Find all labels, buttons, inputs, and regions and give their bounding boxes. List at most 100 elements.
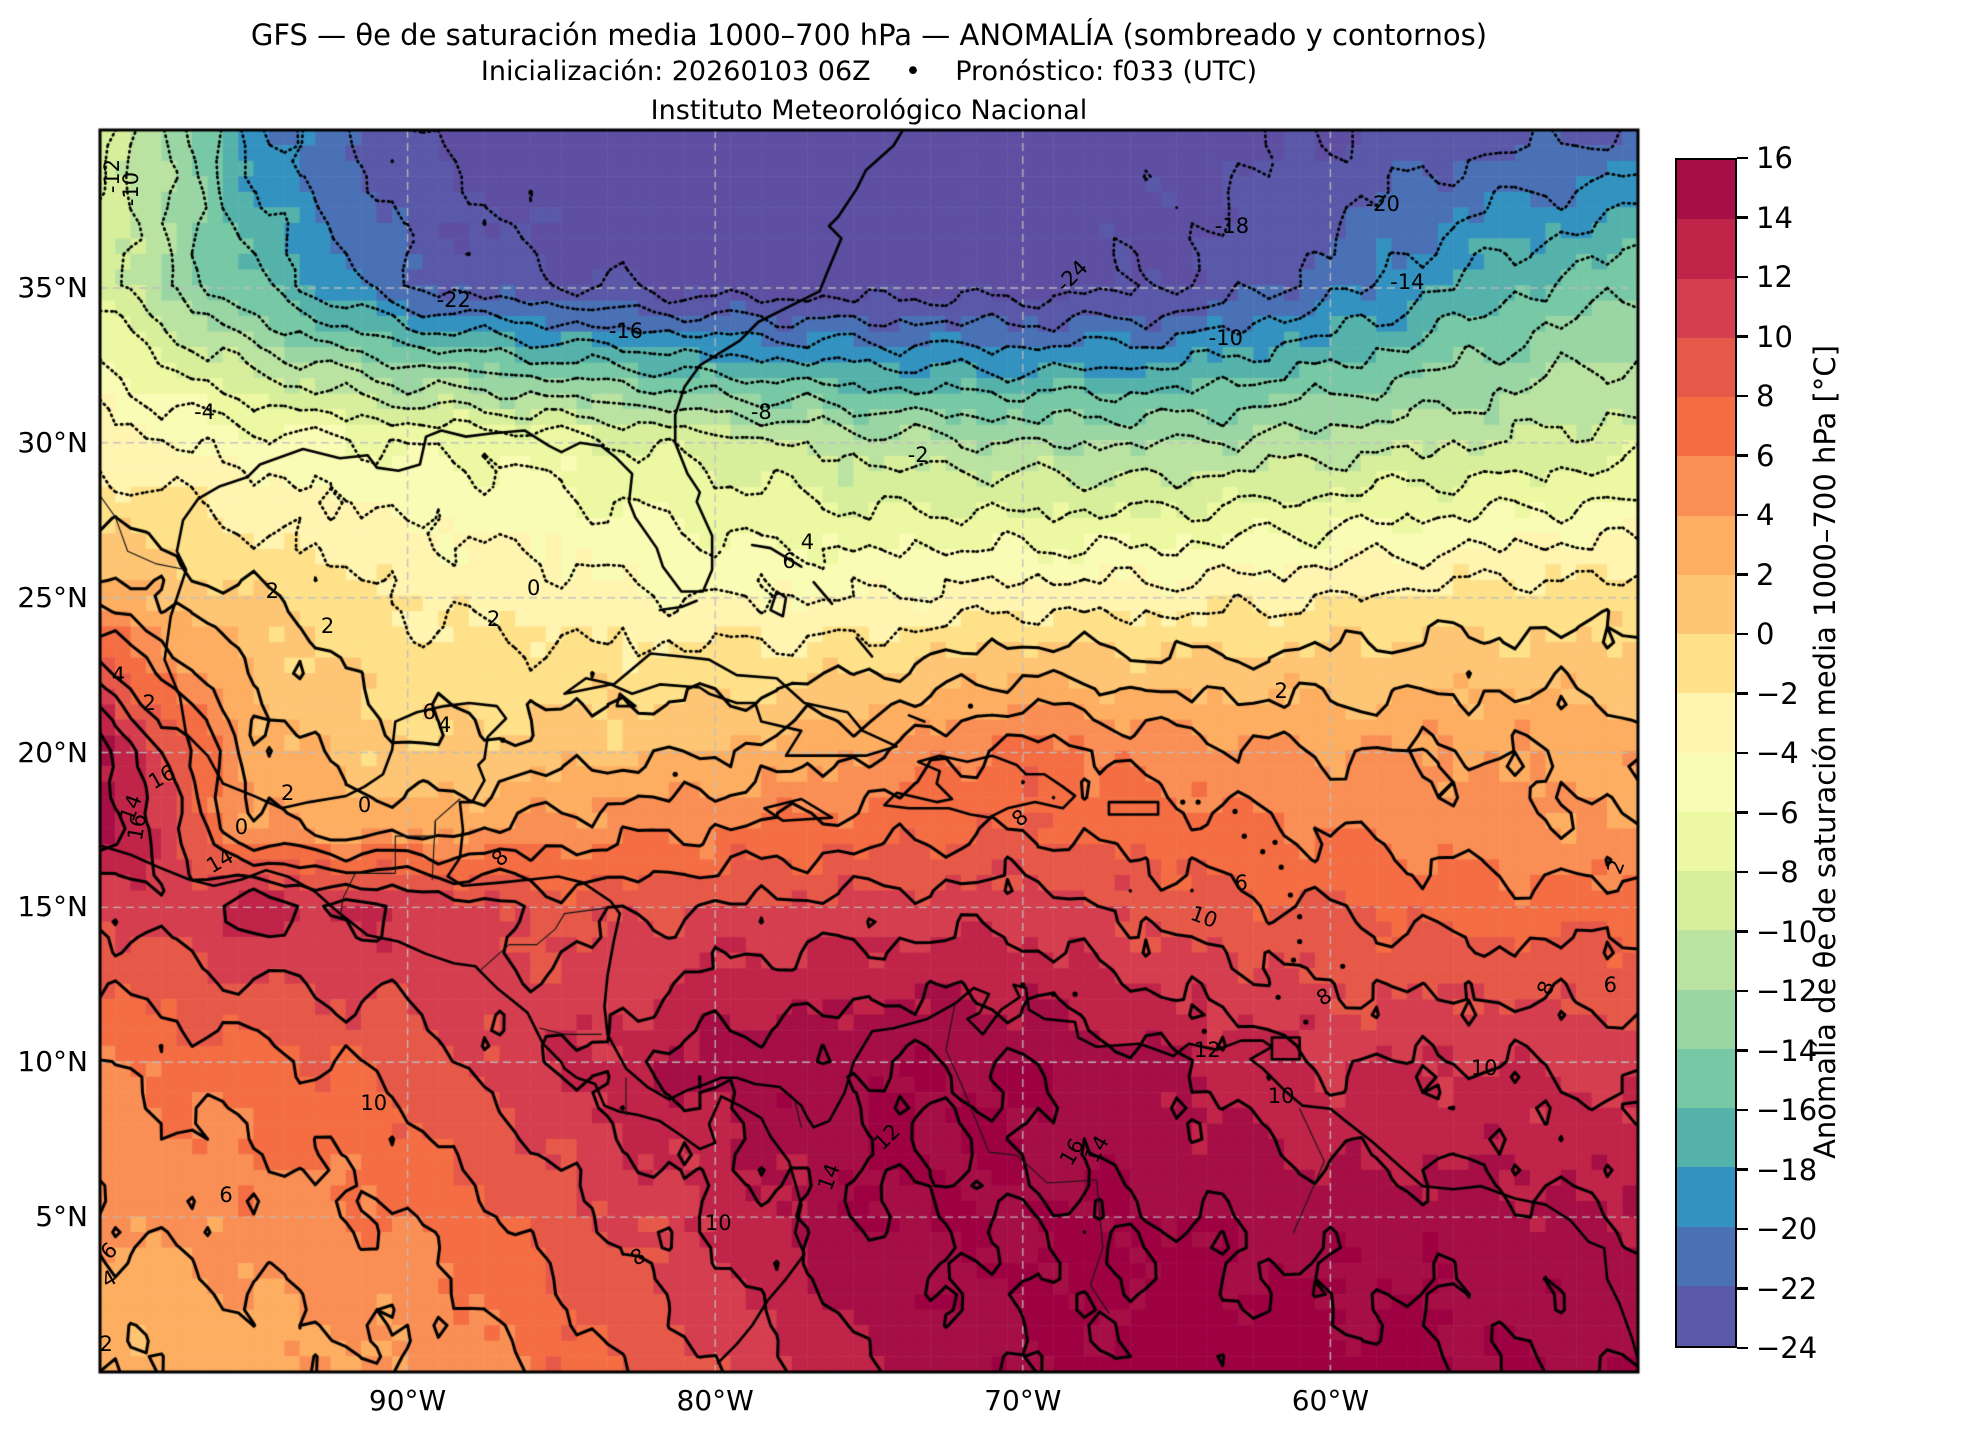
colorbar-segment [1677, 1048, 1735, 1109]
chart-subtitle-init-forecast: Inicialización: 20260103 06Z • Pronóstic… [480, 56, 1258, 87]
colorbar-tick [1737, 513, 1748, 517]
colorbar-tick-label: 14 [1756, 200, 1793, 235]
colorbar-tick-label: −12 [1756, 974, 1818, 1008]
colorbar-tick-label: −2 [1756, 676, 1799, 711]
colorbar-tick-label: 12 [1756, 260, 1793, 294]
contour-label: -8 [750, 399, 772, 424]
colorbar-tick-label: −22 [1756, 1271, 1818, 1306]
contour-label: 0 [234, 814, 249, 839]
colorbar-tick-label: 8 [1756, 379, 1775, 413]
colorbar-segment [1677, 1108, 1735, 1169]
colorbar-tick [1737, 454, 1748, 457]
contour-label: 2 [99, 1332, 113, 1357]
contour-label: 2 [1274, 678, 1288, 703]
colorbar-tick-label: −6 [1756, 795, 1799, 830]
x-tick-label: 90°W [368, 1384, 447, 1417]
x-tick-label: 70°W [984, 1384, 1062, 1417]
colorbar-tick-label: 10 [1756, 319, 1793, 354]
x-tick-label: 80°W [676, 1384, 754, 1417]
colorbar-segment [1677, 634, 1735, 694]
contour-label: 10 [1470, 1056, 1498, 1081]
contour-label: 2 [142, 690, 156, 715]
y-tick-label: 15°N [17, 890, 88, 924]
colorbar [1675, 158, 1737, 1348]
colorbar-tick-label: −18 [1756, 1152, 1818, 1187]
colorbar-tick-label: −14 [1756, 1033, 1818, 1068]
colorbar-tick-label: −4 [1756, 736, 1799, 770]
y-tick-label: 20°N [17, 735, 88, 769]
x-tick-label: 60°W [1291, 1384, 1370, 1417]
contour-label: 6 [219, 1183, 233, 1208]
colorbar-tick [1737, 156, 1748, 160]
colorbar-tick [1737, 1049, 1748, 1052]
contour-label: 6 [1603, 972, 1617, 997]
colorbar-tick-label: 0 [1756, 617, 1775, 651]
contour-label: -22 [436, 288, 471, 313]
colorbar-segment [1677, 1167, 1735, 1228]
colorbar-tick [1737, 632, 1748, 636]
contour-label: 2 [265, 579, 279, 604]
colorbar-tick [1737, 989, 1748, 993]
contour-label: 0 [357, 793, 372, 818]
contour-label: 10 [704, 1211, 732, 1236]
y-tick-label: 30°N [17, 425, 88, 459]
colorbar-tick [1737, 1108, 1748, 1112]
chart-subtitle-institution: Instituto Meteorológico Nacional [650, 95, 1088, 126]
colorbar-tick [1737, 394, 1748, 398]
colorbar-tick-label: 2 [1756, 557, 1775, 592]
colorbar-tick [1737, 216, 1748, 219]
contour-label: 6 [782, 548, 796, 573]
colorbar-tick-label: −20 [1756, 1212, 1818, 1246]
y-tick-label: 10°N [17, 1045, 88, 1079]
contour-label: 6 [422, 700, 436, 725]
colorbar-segment [1677, 871, 1735, 931]
contour-label: 4 [111, 663, 126, 688]
contour-label: -20 [1365, 192, 1400, 217]
colorbar-segment [1677, 574, 1735, 635]
colorbar-segment [1677, 752, 1735, 813]
contour-label: 6 [1234, 870, 1248, 895]
contour-label: 4 [800, 529, 815, 554]
contour-label: 2 [280, 780, 295, 805]
y-tick-label: 35°N [17, 270, 88, 304]
colorbar-tick [1737, 335, 1748, 338]
colorbar-segment [1677, 1226, 1735, 1287]
colorbar-segment [1677, 278, 1735, 339]
colorbar-segment [1677, 456, 1735, 517]
contour-label: 0 [527, 576, 541, 601]
colorbar-segment [1677, 1285, 1735, 1346]
contour-label: -14 [1390, 269, 1425, 294]
colorbar-tick [1737, 751, 1748, 755]
contour-label: -16 [608, 319, 644, 344]
colorbar-segment [1677, 337, 1735, 398]
colorbar-segment [1677, 811, 1735, 872]
colorbar-tick-label: 16 [1756, 141, 1793, 175]
colorbar-segment [1677, 219, 1735, 280]
colorbar-segment [1677, 160, 1735, 220]
contour-label: 4 [437, 712, 452, 737]
colorbar-tick [1737, 692, 1748, 695]
contour-label: -18 [1214, 214, 1250, 238]
contour-label: 2 [320, 613, 335, 638]
colorbar-title: Anomalía de θe de saturación media 1000–… [1808, 345, 1842, 1159]
colorbar-tick-label: −16 [1756, 1093, 1818, 1127]
contour-label: -10 [118, 171, 143, 206]
colorbar-segment [1677, 515, 1735, 576]
colorbar-tick [1737, 573, 1748, 576]
chart-title: GFS — θe de saturación media 1000–700 hP… [250, 18, 1488, 52]
colorbar-tick-label: −10 [1756, 914, 1818, 949]
y-tick-label: 5°N [35, 1200, 88, 1234]
contour-label: -10 [1208, 325, 1243, 350]
colorbar-tick-label: 4 [1756, 498, 1775, 532]
colorbar-tick [1737, 930, 1748, 933]
colorbar-tick-label: −24 [1756, 1331, 1818, 1365]
colorbar-tick [1737, 1227, 1748, 1231]
colorbar-segment [1677, 930, 1735, 991]
colorbar-tick-label: 6 [1756, 438, 1775, 473]
colorbar-tick [1737, 870, 1748, 874]
contour-label: 2 [487, 607, 501, 632]
contour-label: -2 [907, 443, 929, 468]
contour-label: 10 [1267, 1084, 1295, 1109]
